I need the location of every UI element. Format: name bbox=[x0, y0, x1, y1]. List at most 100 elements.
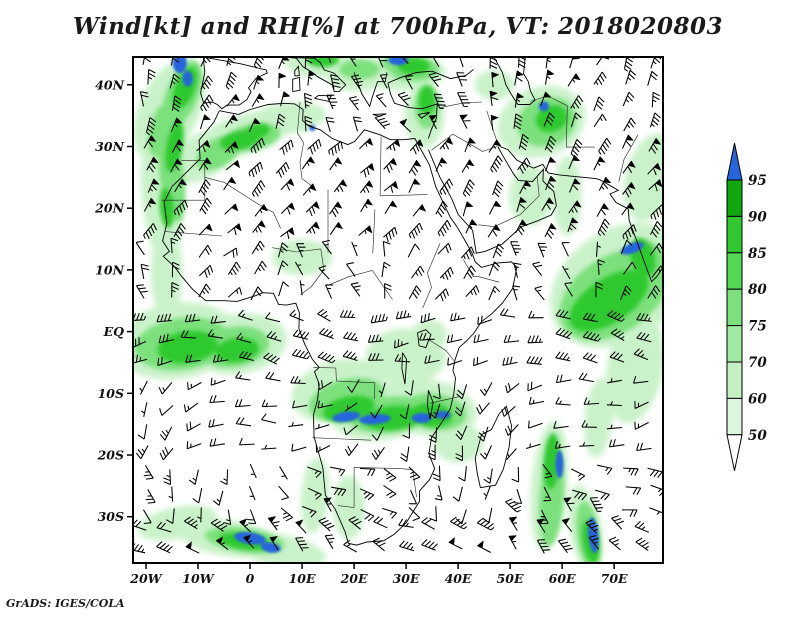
wind-barb bbox=[248, 161, 264, 178]
colorbar-label: 95 bbox=[748, 173, 767, 189]
wind-barb-pennant bbox=[179, 178, 188, 186]
wind-barb bbox=[553, 420, 569, 429]
y-tick-label: 20S bbox=[97, 448, 124, 463]
wind-barb bbox=[171, 95, 182, 112]
coastline-path bbox=[387, 68, 474, 84]
colorbar-label: 80 bbox=[748, 282, 767, 298]
wind-barb-pennant bbox=[215, 536, 224, 545]
wind-barb bbox=[434, 288, 449, 302]
wind-barb bbox=[503, 334, 520, 344]
wind-barb-pennant bbox=[489, 90, 498, 97]
wind-barb-pennant bbox=[448, 536, 455, 545]
wind-barb-pennant bbox=[231, 141, 239, 150]
wind-barb bbox=[647, 285, 661, 299]
wind-barb-pennant bbox=[543, 91, 552, 98]
wind-barb bbox=[632, 375, 649, 384]
wind-barb bbox=[371, 446, 385, 460]
wind-barb-pennant bbox=[203, 157, 212, 165]
wind-barb bbox=[597, 259, 606, 275]
wind-barb-pennant bbox=[389, 200, 398, 208]
wind-barb bbox=[399, 540, 415, 552]
border-path bbox=[337, 467, 355, 508]
wind-barb bbox=[593, 96, 605, 112]
wind-barb bbox=[159, 446, 174, 461]
wind-barb-pennant bbox=[655, 179, 663, 188]
wind-barb bbox=[525, 443, 541, 450]
wind-barb bbox=[171, 282, 179, 298]
rh-blob bbox=[260, 542, 281, 553]
wind-barb-pennant bbox=[174, 158, 183, 165]
wind-barb bbox=[317, 308, 331, 322]
wind-barb bbox=[505, 382, 520, 394]
wind-barb-pennant bbox=[307, 156, 316, 164]
coastline-path bbox=[387, 82, 438, 139]
wind-barb bbox=[649, 112, 661, 128]
wind-barb bbox=[636, 331, 652, 343]
rh-blob bbox=[165, 120, 184, 173]
wind-barb bbox=[133, 519, 147, 531]
wind-barb bbox=[343, 424, 358, 436]
wind-barb bbox=[634, 421, 649, 430]
wind-barb-pennant bbox=[148, 135, 157, 142]
wind-barb bbox=[402, 423, 411, 439]
page-title: Wind[kt] and RH[%] at 700hPa, VT: 201802… bbox=[72, 13, 724, 40]
wind-barb bbox=[163, 469, 172, 485]
wind-barb bbox=[360, 509, 375, 522]
wind-barb bbox=[593, 71, 607, 86]
wind-barb bbox=[198, 179, 211, 196]
wind-barb bbox=[582, 330, 601, 342]
rh-blob bbox=[553, 155, 582, 236]
wind-barb bbox=[325, 284, 334, 299]
wind-barb bbox=[299, 280, 305, 296]
plot-frame bbox=[132, 56, 664, 564]
wind-barb bbox=[439, 178, 454, 195]
wind-barb bbox=[606, 401, 622, 407]
wind-barb bbox=[384, 283, 392, 299]
wind-barb bbox=[146, 117, 157, 136]
wind-barb-pennant bbox=[469, 219, 478, 226]
wind-barb bbox=[343, 539, 357, 553]
wind-barb-pennant bbox=[418, 204, 427, 212]
rh-blob bbox=[434, 410, 451, 419]
wind-barb bbox=[429, 506, 438, 522]
wind-barb bbox=[159, 426, 173, 441]
wind-barb bbox=[608, 439, 625, 448]
wind-barb bbox=[382, 241, 391, 257]
wind-barb bbox=[314, 423, 330, 430]
border-path bbox=[297, 101, 313, 187]
colorbar-label: 60 bbox=[748, 391, 767, 407]
wind-barb bbox=[562, 265, 571, 280]
wind-barb bbox=[344, 443, 359, 457]
wind-barb bbox=[476, 517, 495, 531]
wind-barb bbox=[483, 485, 491, 500]
wind-barb bbox=[650, 204, 663, 220]
border-path bbox=[354, 467, 417, 498]
rh-blob bbox=[536, 105, 568, 133]
wind-barb bbox=[220, 469, 229, 485]
wind-barb bbox=[446, 334, 463, 344]
wind-barb bbox=[650, 57, 662, 69]
wind-barb-pennant bbox=[287, 202, 296, 211]
wind-barb bbox=[636, 313, 652, 322]
wind-barb-pennant bbox=[267, 516, 277, 523]
wind-barb bbox=[517, 157, 531, 174]
wind-barb bbox=[502, 356, 518, 366]
wind-barb bbox=[140, 263, 150, 280]
wind-barb-pennant bbox=[202, 114, 212, 121]
wind-barb bbox=[290, 375, 306, 385]
wind-barb bbox=[421, 539, 438, 551]
coastline-path bbox=[292, 76, 301, 93]
rh-blob bbox=[474, 69, 515, 100]
wind-barb bbox=[157, 356, 173, 366]
wind-barb bbox=[463, 265, 476, 280]
wind-barb bbox=[527, 420, 543, 429]
x-tick-label: 50E bbox=[497, 571, 524, 586]
wind-barb bbox=[647, 70, 658, 86]
wind-barb bbox=[307, 466, 322, 478]
wind-barb bbox=[261, 399, 278, 408]
wind-barb-pennant bbox=[335, 221, 344, 230]
wind-barb-pennant bbox=[269, 535, 278, 543]
wind-barb bbox=[450, 516, 468, 530]
wind-barb bbox=[582, 352, 598, 364]
wind-barb bbox=[317, 380, 333, 391]
